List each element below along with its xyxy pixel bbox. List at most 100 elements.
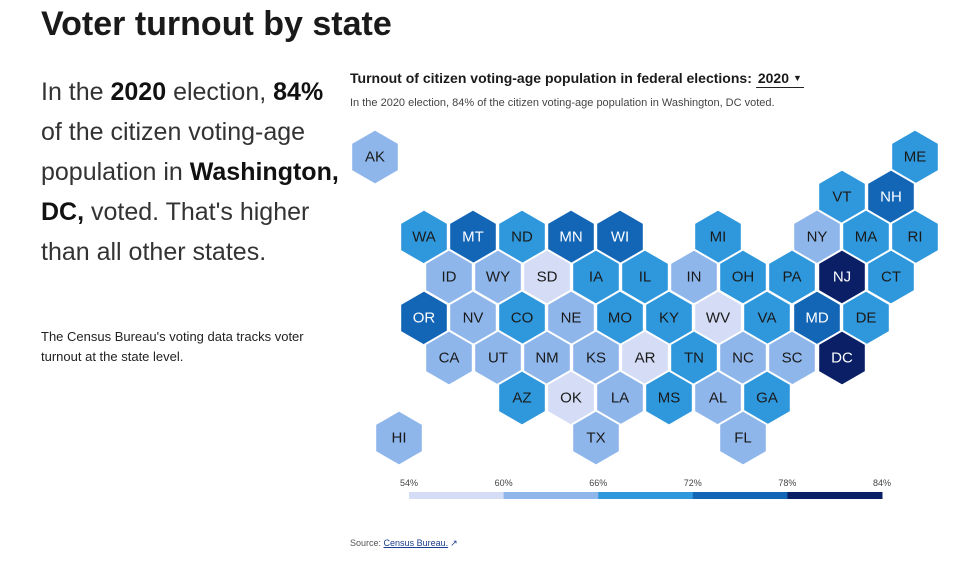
state-label: MD bbox=[805, 310, 828, 327]
state-label: OR bbox=[413, 310, 436, 327]
state-hex-ak[interactable]: AK bbox=[350, 128, 400, 186]
state-hex-shape[interactable] bbox=[767, 248, 817, 306]
state-hex-tx[interactable]: TX bbox=[571, 409, 621, 467]
state-label: FL bbox=[734, 430, 752, 447]
state-label: ME bbox=[904, 149, 927, 166]
state-hex-wa[interactable]: WA bbox=[399, 208, 449, 266]
legend-tick-label: 84% bbox=[873, 478, 891, 488]
state-label: MS bbox=[658, 390, 681, 407]
state-hex-nd[interactable]: ND bbox=[497, 208, 547, 266]
state-label: MT bbox=[462, 229, 484, 246]
state-hex-ma[interactable]: MA bbox=[841, 208, 891, 266]
state-hex-nc[interactable]: NC bbox=[718, 329, 768, 387]
state-label: NE bbox=[561, 310, 582, 327]
state-hex-al[interactable]: AL bbox=[693, 369, 743, 427]
state-label: CA bbox=[439, 350, 460, 367]
state-label: MO bbox=[608, 310, 632, 327]
state-hex-shape[interactable] bbox=[546, 369, 596, 427]
state-hex-dc[interactable]: DC bbox=[817, 329, 867, 387]
state-hex-sc[interactable]: SC bbox=[767, 329, 817, 387]
state-label: NV bbox=[463, 310, 484, 327]
state-label: GA bbox=[756, 390, 778, 407]
state-hex-shape[interactable] bbox=[792, 289, 842, 347]
state-hex-ny[interactable]: NY bbox=[792, 208, 842, 266]
state-label: TN bbox=[684, 350, 704, 367]
state-hex-ca[interactable]: CA bbox=[424, 329, 474, 387]
state-hex-shape[interactable] bbox=[497, 369, 547, 427]
source-line: Source: Census Bureau. ↗ bbox=[350, 538, 458, 549]
state-hex-nv[interactable]: NV bbox=[448, 289, 498, 347]
source-link[interactable]: Census Bureau. bbox=[383, 538, 449, 548]
legend-swatch bbox=[787, 492, 883, 499]
state-hex-fl[interactable]: FL bbox=[718, 409, 768, 467]
legend: 54% 60% 66% 72% 78% 84% bbox=[400, 478, 891, 499]
legend-tick-label: 54% bbox=[400, 478, 418, 488]
state-hex-mi[interactable]: MI bbox=[693, 208, 743, 266]
state-label: PA bbox=[783, 269, 802, 286]
state-hex-shape[interactable] bbox=[399, 208, 449, 266]
state-hex-nm[interactable]: NM bbox=[522, 329, 572, 387]
census-note: The Census Bureau's voting data tracks v… bbox=[41, 329, 304, 364]
state-hex-ms[interactable]: MS bbox=[644, 369, 694, 427]
legend-swatch bbox=[409, 492, 505, 499]
state-label: KY bbox=[659, 310, 679, 327]
state-hex-shape[interactable] bbox=[718, 409, 768, 467]
state-label: NJ bbox=[833, 269, 851, 286]
external-link-icon: ↗ bbox=[450, 538, 458, 548]
state-hex-hi[interactable]: HI bbox=[374, 409, 424, 467]
map-heading-text: Turnout of citizen voting-age population… bbox=[350, 70, 752, 86]
state-hex-shape[interactable] bbox=[399, 289, 449, 347]
state-hex-co[interactable]: CO bbox=[497, 289, 547, 347]
state-hex-shape[interactable] bbox=[374, 409, 424, 467]
state-hex-az[interactable]: AZ bbox=[497, 369, 547, 427]
state-hex-ar[interactable]: AR bbox=[620, 329, 670, 387]
state-label: CT bbox=[881, 269, 901, 286]
state-hex-ok[interactable]: OK bbox=[546, 369, 596, 427]
state-hex-mn[interactable]: MN bbox=[546, 208, 596, 266]
state-label: TX bbox=[586, 430, 605, 447]
state-hex-de[interactable]: DE bbox=[841, 289, 891, 347]
lead-text-2: election, bbox=[166, 78, 274, 106]
state-label: ID bbox=[442, 269, 457, 286]
state-hex-shape[interactable] bbox=[866, 248, 916, 306]
state-hex-shape[interactable] bbox=[817, 329, 867, 387]
state-label: ND bbox=[511, 229, 533, 246]
state-label: OH bbox=[732, 269, 755, 286]
state-hex-va[interactable]: VA bbox=[742, 289, 792, 347]
state-label: WV bbox=[706, 310, 730, 327]
state-hex-shape[interactable] bbox=[571, 409, 621, 467]
lead-statement: In the 2020 election, 84% of the citizen… bbox=[41, 72, 341, 272]
legend-swatch bbox=[692, 492, 788, 499]
state-label: NH bbox=[880, 189, 902, 206]
state-label: VA bbox=[758, 310, 777, 327]
state-hex-ne[interactable]: NE bbox=[546, 289, 596, 347]
state-hex-shape[interactable] bbox=[644, 369, 694, 427]
state-hex-la[interactable]: LA bbox=[595, 369, 645, 427]
state-hex-shape[interactable] bbox=[350, 128, 400, 186]
state-hex-ct[interactable]: CT bbox=[866, 248, 916, 306]
state-label: OK bbox=[560, 390, 582, 407]
state-hex-nj[interactable]: NJ bbox=[817, 248, 867, 306]
state-label: UT bbox=[488, 350, 508, 367]
state-hex-shape[interactable] bbox=[424, 329, 474, 387]
state-label: MI bbox=[710, 229, 727, 246]
year-select[interactable]: 2020 ▼ bbox=[755, 70, 804, 88]
state-hex-sd[interactable]: SD bbox=[522, 248, 572, 306]
state-hex-pa[interactable]: PA bbox=[767, 248, 817, 306]
state-hex-id[interactable]: ID bbox=[424, 248, 474, 306]
state-hex-md[interactable]: MD bbox=[792, 289, 842, 347]
state-label: NM bbox=[535, 350, 558, 367]
state-hex-ks[interactable]: KS bbox=[571, 329, 621, 387]
state-hex-shape[interactable] bbox=[767, 329, 817, 387]
state-hex-in[interactable]: IN bbox=[669, 248, 719, 306]
state-hex-shape[interactable] bbox=[693, 369, 743, 427]
map-subtitle: In the 2020 election, 84% of the citizen… bbox=[350, 97, 775, 109]
state-label: DE bbox=[856, 310, 877, 327]
state-hex-or[interactable]: OR bbox=[399, 289, 449, 347]
state-label: LA bbox=[611, 390, 629, 407]
state-hex-mo[interactable]: MO bbox=[595, 289, 645, 347]
state-hex-shape[interactable] bbox=[792, 208, 842, 266]
map-heading: Turnout of citizen voting-age population… bbox=[350, 70, 804, 88]
state-hex-oh[interactable]: OH bbox=[718, 248, 768, 306]
caret-down-icon: ▼ bbox=[793, 73, 802, 83]
